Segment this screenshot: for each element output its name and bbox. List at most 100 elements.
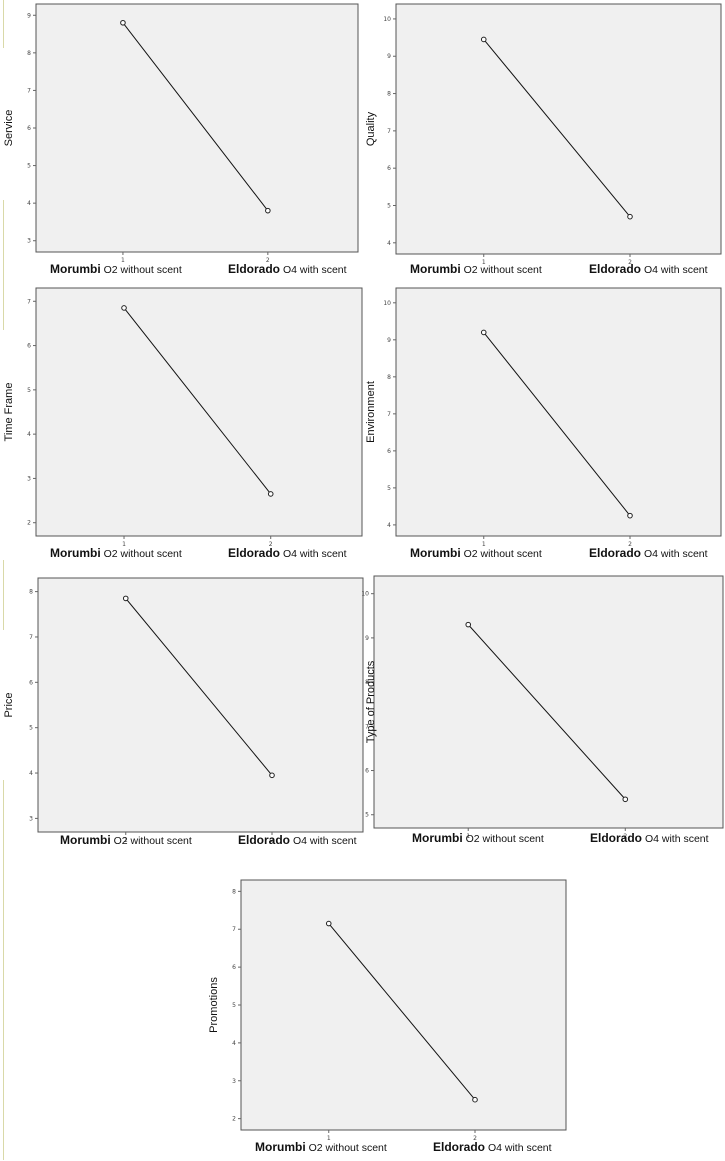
- y-tick-label: 4: [387, 522, 391, 529]
- chart-svg: 3 4 5 6 7 8 1 2 Price: [3, 577, 364, 844]
- y-tick-label: 4: [387, 240, 391, 247]
- y-tick-label: 9: [387, 337, 391, 344]
- x-tick-label: 1: [124, 837, 128, 844]
- y-tick-label: 10: [361, 591, 369, 598]
- x-tick-label: 2: [473, 1135, 477, 1142]
- series-line: [123, 307, 272, 495]
- y-tick-label: 4: [27, 200, 31, 207]
- y-tick-label: 3: [29, 815, 33, 822]
- category-name: Morumbi: [50, 262, 101, 276]
- x-tick-label: 2: [269, 541, 273, 548]
- data-point: [120, 19, 126, 26]
- y-tick-label: 8: [387, 374, 391, 381]
- category-detail: O4 with scent: [292, 835, 357, 847]
- y-tick-label: 8: [365, 679, 369, 686]
- y-tick-label: 7: [387, 128, 391, 135]
- category-name: Eldorado: [589, 546, 642, 560]
- y-tick-label: 3: [27, 475, 31, 482]
- y-tick-label: 9: [27, 12, 31, 19]
- plot-area: [240, 879, 567, 1131]
- y-tick-label: 5: [232, 1002, 236, 1009]
- y-tick-label: 2: [232, 1116, 236, 1123]
- category-name: Morumbi: [50, 546, 101, 560]
- category-detail: O4 with scent: [644, 833, 709, 845]
- series-line: [328, 923, 476, 1101]
- category-label-1: Morumbi O2 without scent: [50, 546, 182, 560]
- x-tick-label: 1: [482, 541, 486, 548]
- plot-area: [37, 577, 364, 833]
- category-label-2: Eldorado O4 with scent: [238, 833, 357, 847]
- y-tick-label: 5: [365, 812, 369, 819]
- chart-panel-time-frame: 2 3 4 5 6 7 1 2 Time Frame Morumbi O2 without sc…: [0, 282, 363, 568]
- y-tick-label: 4: [29, 770, 33, 777]
- category-name: Eldorado: [589, 262, 642, 276]
- y-tick-label: 7: [29, 634, 33, 641]
- data-point: [627, 512, 633, 519]
- x-tick-label: 2: [623, 833, 627, 840]
- x-tick-label: 2: [270, 837, 274, 844]
- y-tick-label: 6: [27, 125, 31, 132]
- category-detail: O2 without scent: [465, 833, 544, 845]
- category-label-1: Morumbi O2 without scent: [255, 1140, 387, 1154]
- y-axis-label: Service: [3, 110, 15, 147]
- y-axis-label: Promotions: [208, 977, 220, 1033]
- series-line: [467, 624, 626, 800]
- y-axis-label: Price: [3, 692, 15, 717]
- category-detail: O2 without scent: [308, 1142, 387, 1154]
- category-label-1: Morumbi O2 without scent: [410, 262, 542, 276]
- y-tick-label: 7: [232, 926, 236, 933]
- chart-svg: 2 3 4 5 6 7 1 2 Time Frame: [3, 287, 363, 548]
- page-edge-rule: [3, 0, 4, 48]
- page-edge-rule: [3, 200, 4, 330]
- data-point: [325, 920, 332, 927]
- chart-svg: 4 5 6 7 8 9 10 1 2 Environment: [365, 287, 722, 548]
- data-point: [265, 207, 271, 214]
- x-tick-label: 2: [266, 257, 270, 264]
- chart-svg: 5 6 7 8 9 10 1 2 Type of Products: [361, 575, 724, 840]
- category-detail: O4 with scent: [487, 1142, 552, 1154]
- y-axis-label: Time Frame: [3, 383, 15, 442]
- y-tick-label: 6: [365, 768, 369, 775]
- plot-area: [35, 287, 363, 537]
- category-detail: O2 without scent: [103, 548, 182, 560]
- y-axis-label: Environment: [365, 381, 377, 443]
- y-tick-label: 5: [27, 163, 31, 170]
- chart-svg: 3 4 5 6 7 8 9 1 2 Service: [3, 3, 359, 264]
- category-name: Eldorado: [228, 546, 281, 560]
- x-tick-label: 1: [121, 257, 125, 264]
- category-name: Morumbi: [412, 831, 463, 845]
- data-point: [121, 305, 127, 311]
- y-tick-label: 6: [387, 448, 391, 455]
- plot-area: [35, 3, 359, 253]
- y-tick-label: 10: [383, 16, 391, 23]
- category-label-1: Morumbi O2 without scent: [410, 546, 542, 560]
- data-point: [622, 796, 629, 803]
- series-line: [125, 598, 273, 776]
- y-tick-label: 9: [387, 53, 391, 60]
- category-name: Eldorado: [433, 1140, 486, 1154]
- chart-svg: 4 5 6 7 8 9 10 1 2 Quality: [365, 3, 722, 266]
- category-label-2: Eldorado O4 with scent: [589, 546, 708, 560]
- category-name: Morumbi: [410, 262, 461, 276]
- x-tick-label: 1: [466, 833, 470, 840]
- category-detail: O2 without scent: [113, 835, 192, 847]
- y-tick-label: 7: [387, 411, 391, 418]
- x-tick-label: 1: [327, 1135, 331, 1142]
- category-name: Eldorado: [238, 833, 291, 847]
- y-tick-label: 3: [232, 1078, 236, 1085]
- chart-panel-quality: 4 5 6 7 8 9 10 1 2 Quality Morumbi O2 without sce…: [362, 0, 725, 282]
- category-name: Eldorado: [228, 262, 281, 276]
- chart-panel-type-of-products: 5 6 7 8 9 10 1 2 Type of Products Morumbi O2 wit…: [361, 568, 725, 858]
- y-tick-label: 3: [27, 238, 31, 245]
- y-tick-label: 8: [29, 589, 33, 596]
- data-point: [465, 621, 472, 628]
- y-tick-label: 5: [27, 387, 31, 394]
- y-tick-label: 2: [27, 520, 31, 527]
- category-detail: O4 with scent: [643, 264, 708, 276]
- chart-panel-promotions: 2 3 4 5 6 7 8 1 2 Promotions Morumbi O2 without s…: [205, 872, 575, 1161]
- data-point: [269, 772, 275, 779]
- y-tick-label: 5: [29, 725, 33, 732]
- category-name: Morumbi: [410, 546, 461, 560]
- chart-panel-environment: 4 5 6 7 8 9 10 1 2 Environment Morumbi O2 without…: [362, 282, 725, 568]
- y-tick-label: 6: [29, 679, 33, 686]
